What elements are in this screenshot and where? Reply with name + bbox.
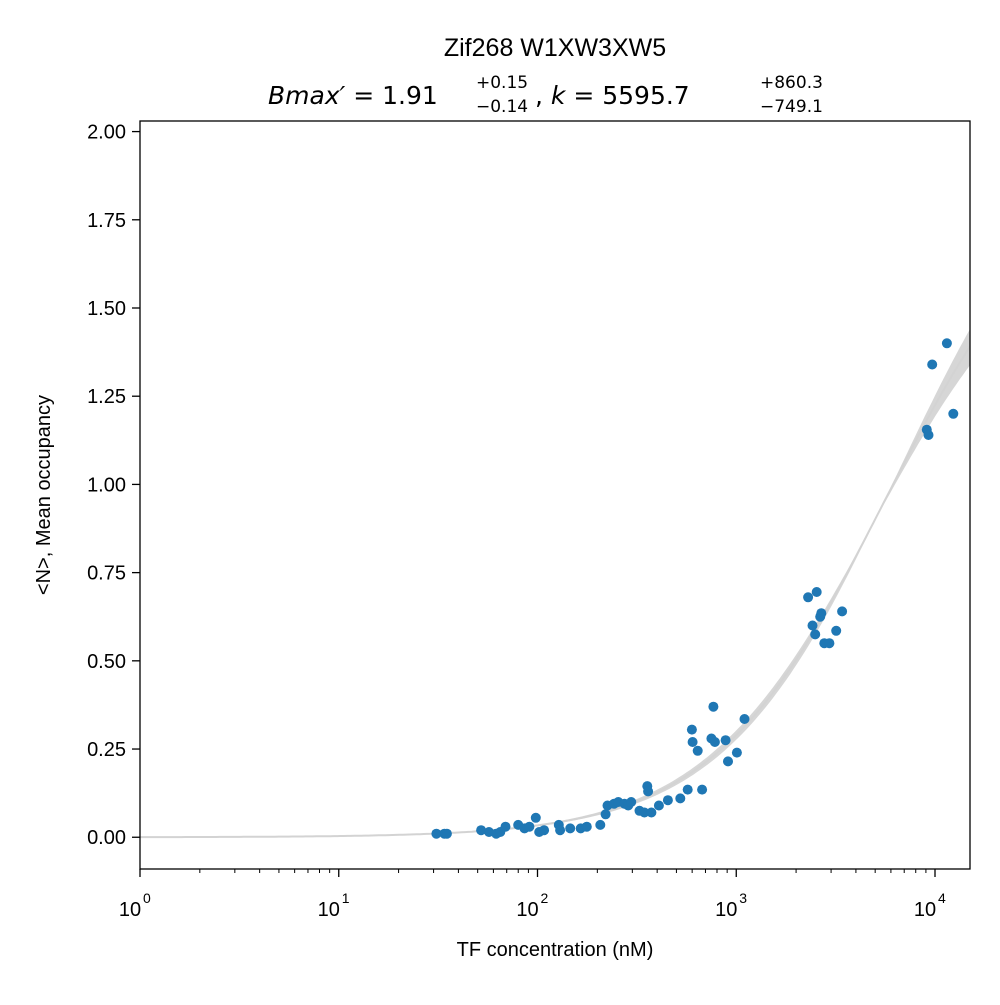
data-point-12	[530, 812, 541, 823]
data-point-42	[708, 701, 719, 712]
data-point-32	[646, 807, 657, 818]
data-point-1	[431, 828, 442, 839]
data-point-16	[555, 825, 566, 836]
x-axis-label: TF concentration (nM)	[457, 939, 654, 961]
y-tick-label: 0.50	[87, 651, 126, 673]
param1-lower: −0.14	[476, 97, 528, 117]
subtitle-param2-main: , k = 5595.7	[535, 81, 690, 110]
data-point-8	[500, 821, 511, 832]
param2-lower: −749.1	[760, 97, 823, 117]
data-point-45	[723, 756, 733, 767]
data-point-53	[816, 608, 827, 619]
data-point-39	[692, 745, 703, 756]
data-point-57	[837, 606, 848, 617]
data-point-38	[687, 737, 698, 747]
param1-equals: =	[345, 81, 382, 110]
y-tick-label: 2.00	[87, 122, 126, 144]
data-point-36	[682, 784, 693, 795]
chart-subtitle: Bmax′ = 1.91 +0.15 −0.14 , k = 5595.7 +8…	[268, 73, 823, 117]
data-point-56	[831, 625, 842, 636]
data-point-62	[948, 408, 959, 419]
data-point-40	[697, 784, 708, 795]
data-point-4	[476, 825, 487, 836]
param2-name: k	[551, 81, 567, 110]
param-separator: ,	[535, 81, 551, 110]
y-tick-label: 0.75	[87, 563, 126, 585]
y-axis-label: <N>, Mean occupancy	[33, 395, 55, 595]
plot-frame	[139, 120, 971, 870]
data-point-44	[720, 735, 731, 746]
y-axis-ticks: 0.00 0.25 0.50 0.75 1.00 1.25 1.50 1.75 2.00	[87, 122, 140, 849]
chart-title: Zif268 W1XW3XW5	[444, 34, 666, 62]
param1-name: Bmax′	[268, 81, 346, 110]
data-point-14	[539, 825, 550, 836]
y-tick-label: 1.25	[87, 386, 126, 408]
data-points	[431, 338, 959, 839]
subtitle-param1-main: Bmax′ = 1.91	[268, 81, 438, 110]
y-tick-label: 1.00	[87, 474, 126, 496]
data-point-19	[581, 821, 592, 832]
data-point-35	[675, 793, 686, 804]
y-tick-label: 1.50	[87, 298, 126, 320]
x-tick-exponent: 0	[143, 890, 151, 906]
data-point-20	[595, 819, 606, 830]
x-tick-exponent: 2	[541, 890, 549, 906]
x-tick-label: 10	[318, 899, 340, 921]
fit-confidence-band	[140, 329, 970, 838]
data-point-29	[639, 807, 650, 818]
data-point-60	[927, 359, 938, 370]
y-tick-label: 0.25	[87, 739, 126, 761]
x-tick-label: 10	[516, 899, 538, 921]
data-point-59	[923, 430, 934, 440]
data-point-61	[941, 338, 952, 349]
param1-upper: +0.15	[476, 73, 528, 93]
data-point-17	[565, 823, 576, 834]
param2-upper: +860.3	[760, 73, 823, 93]
data-point-43	[709, 737, 720, 747]
param1-value: 1.91	[382, 81, 438, 110]
data-point-46	[731, 747, 742, 758]
data-point-3	[441, 828, 452, 839]
data-point-47	[739, 714, 750, 724]
param2-equals: =	[565, 81, 602, 110]
data-point-48	[803, 592, 814, 603]
x-tick-label: 10	[715, 899, 737, 921]
y-tick-label: 1.75	[87, 210, 126, 232]
data-point-31	[643, 786, 654, 797]
data-point-33	[653, 800, 664, 811]
data-point-21	[600, 809, 611, 820]
x-tick-label: 10	[119, 899, 141, 921]
data-point-55	[824, 638, 835, 649]
data-point-50	[810, 629, 821, 640]
x-tick-exponent: 1	[342, 890, 350, 906]
data-point-37	[686, 724, 697, 735]
x-tick-label: 10	[914, 899, 936, 921]
data-point-34	[662, 795, 673, 806]
data-point-11	[524, 821, 535, 832]
data-point-51	[811, 587, 822, 597]
param2-value: 5595.7	[602, 81, 689, 110]
x-tick-exponent: 4	[938, 890, 946, 906]
x-tick-exponent: 3	[739, 890, 747, 906]
data-point-27	[626, 797, 637, 807]
data-point-49	[807, 620, 818, 631]
y-tick-label: 0.00	[87, 827, 126, 849]
